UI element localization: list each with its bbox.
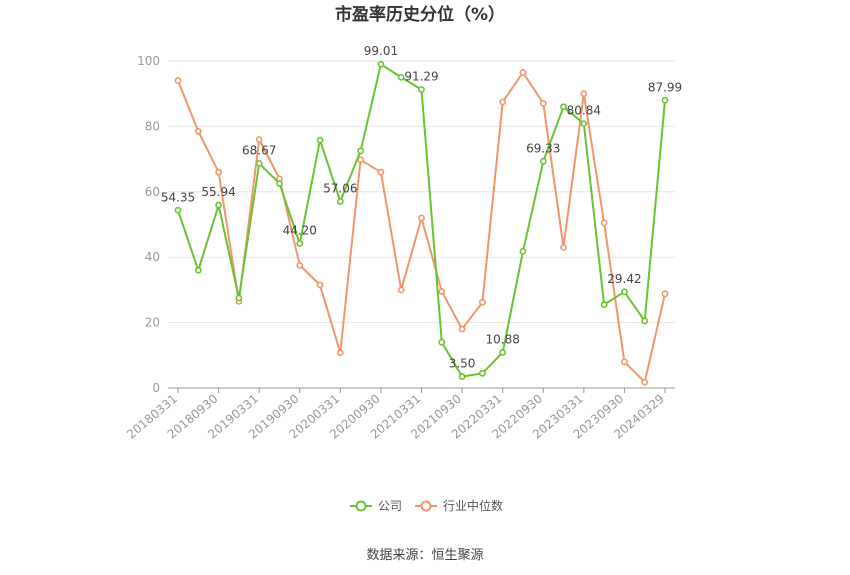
data-point-company[interactable] — [377, 60, 385, 68]
data-point-industry-median[interactable] — [478, 298, 486, 306]
data-point-company[interactable] — [235, 294, 243, 302]
data-point-industry-median[interactable] — [215, 168, 222, 176]
y-tick-label: 20 — [145, 316, 160, 330]
data-point-industry-median[interactable] — [438, 288, 446, 295]
data-label: 87.99 — [648, 80, 682, 94]
data-label: 44.20 — [283, 223, 317, 237]
data-point-company[interactable] — [580, 120, 588, 128]
data-point-company[interactable] — [539, 157, 547, 165]
data-point-industry-median[interactable] — [397, 286, 405, 294]
data-label: 10.88 — [485, 332, 519, 346]
data-point-company[interactable] — [600, 301, 608, 309]
data-point-industry-median[interactable] — [621, 358, 628, 366]
data-point-industry-median[interactable] — [641, 378, 649, 386]
data-point-company[interactable] — [215, 201, 222, 209]
data-point-industry-median[interactable] — [580, 90, 588, 98]
data-label: 57.06 — [323, 181, 357, 195]
data-point-industry-median[interactable] — [418, 214, 425, 222]
data-point-company[interactable] — [397, 73, 405, 81]
data-point-industry-median[interactable] — [255, 136, 263, 143]
data-label: 68.67 — [242, 143, 276, 157]
data-point-company[interactable] — [296, 240, 304, 247]
data-point-company[interactable] — [458, 373, 466, 380]
data-label: 80.84 — [567, 104, 601, 118]
data-point-industry-median[interactable] — [519, 69, 527, 76]
data-point-industry-median[interactable] — [499, 98, 507, 106]
data-point-company[interactable] — [194, 266, 202, 274]
legend[interactable]: 公司 行业中位数 — [350, 498, 503, 513]
data-point-company[interactable] — [418, 86, 425, 93]
legend-item-industry-median[interactable]: 行业中位数 — [415, 498, 503, 513]
data-point-company[interactable] — [499, 349, 507, 356]
data-point-industry-median[interactable] — [174, 77, 182, 85]
data-point-industry-median[interactable] — [194, 127, 202, 135]
data-label: 91.29 — [404, 69, 438, 83]
data-point-industry-median[interactable] — [296, 261, 304, 269]
data-point-company[interactable] — [174, 206, 182, 214]
legend-label: 行业中位数 — [443, 498, 503, 513]
data-label: 3.50 — [449, 357, 476, 371]
data-point-company[interactable] — [316, 136, 324, 144]
series-line-industry-median — [177, 71, 666, 384]
data-point-company[interactable] — [621, 288, 628, 296]
data-point-industry-median[interactable] — [377, 168, 385, 176]
y-tick-label: 80 — [145, 119, 160, 133]
data-label: 55.94 — [201, 185, 235, 199]
data-label-layer: 54.35 55.94 68.67 44.20 57.06 99.01 91.29 3.50 1… — [161, 44, 682, 370]
data-point-industry-median[interactable] — [661, 290, 669, 298]
data-source-note: 数据来源：恒生聚源 — [366, 548, 483, 563]
data-point-company[interactable] — [661, 96, 669, 104]
legend-label: 公司 — [378, 499, 402, 513]
data-point-company[interactable] — [560, 103, 567, 111]
data-point-company[interactable] — [255, 160, 263, 167]
data-point-industry-median[interactable] — [316, 281, 324, 289]
data-point-company[interactable] — [276, 180, 283, 188]
series-layer — [174, 60, 669, 386]
data-point-industry-median[interactable] — [539, 100, 547, 107]
legend-swatch-marker — [355, 500, 367, 512]
y-tick-label: 100 — [137, 54, 160, 68]
data-label: 54.35 — [161, 190, 195, 204]
data-point-company[interactable] — [519, 247, 527, 255]
data-point-industry-median[interactable] — [458, 325, 466, 333]
data-label: 29.42 — [607, 272, 641, 286]
data-point-industry-median[interactable] — [336, 349, 344, 357]
data-point-company[interactable] — [336, 198, 344, 205]
data-point-company[interactable] — [438, 338, 446, 346]
y-tick-label: 60 — [145, 185, 160, 199]
data-point-company[interactable] — [478, 369, 486, 377]
y-tick-label: 0 — [152, 381, 160, 395]
chart-title: 市盈率历史分位（%） — [335, 4, 505, 25]
y-tick-label: 40 — [145, 250, 160, 264]
legend-swatch-marker — [420, 500, 432, 512]
data-point-industry-median[interactable] — [560, 243, 567, 251]
legend-item-company[interactable]: 公司 — [350, 499, 402, 513]
data-label: 99.01 — [364, 44, 398, 58]
data-point-company[interactable] — [357, 147, 365, 155]
data-point-company[interactable] — [641, 317, 649, 325]
data-label: 69.33 — [526, 141, 560, 155]
data-point-industry-median[interactable] — [600, 219, 608, 227]
